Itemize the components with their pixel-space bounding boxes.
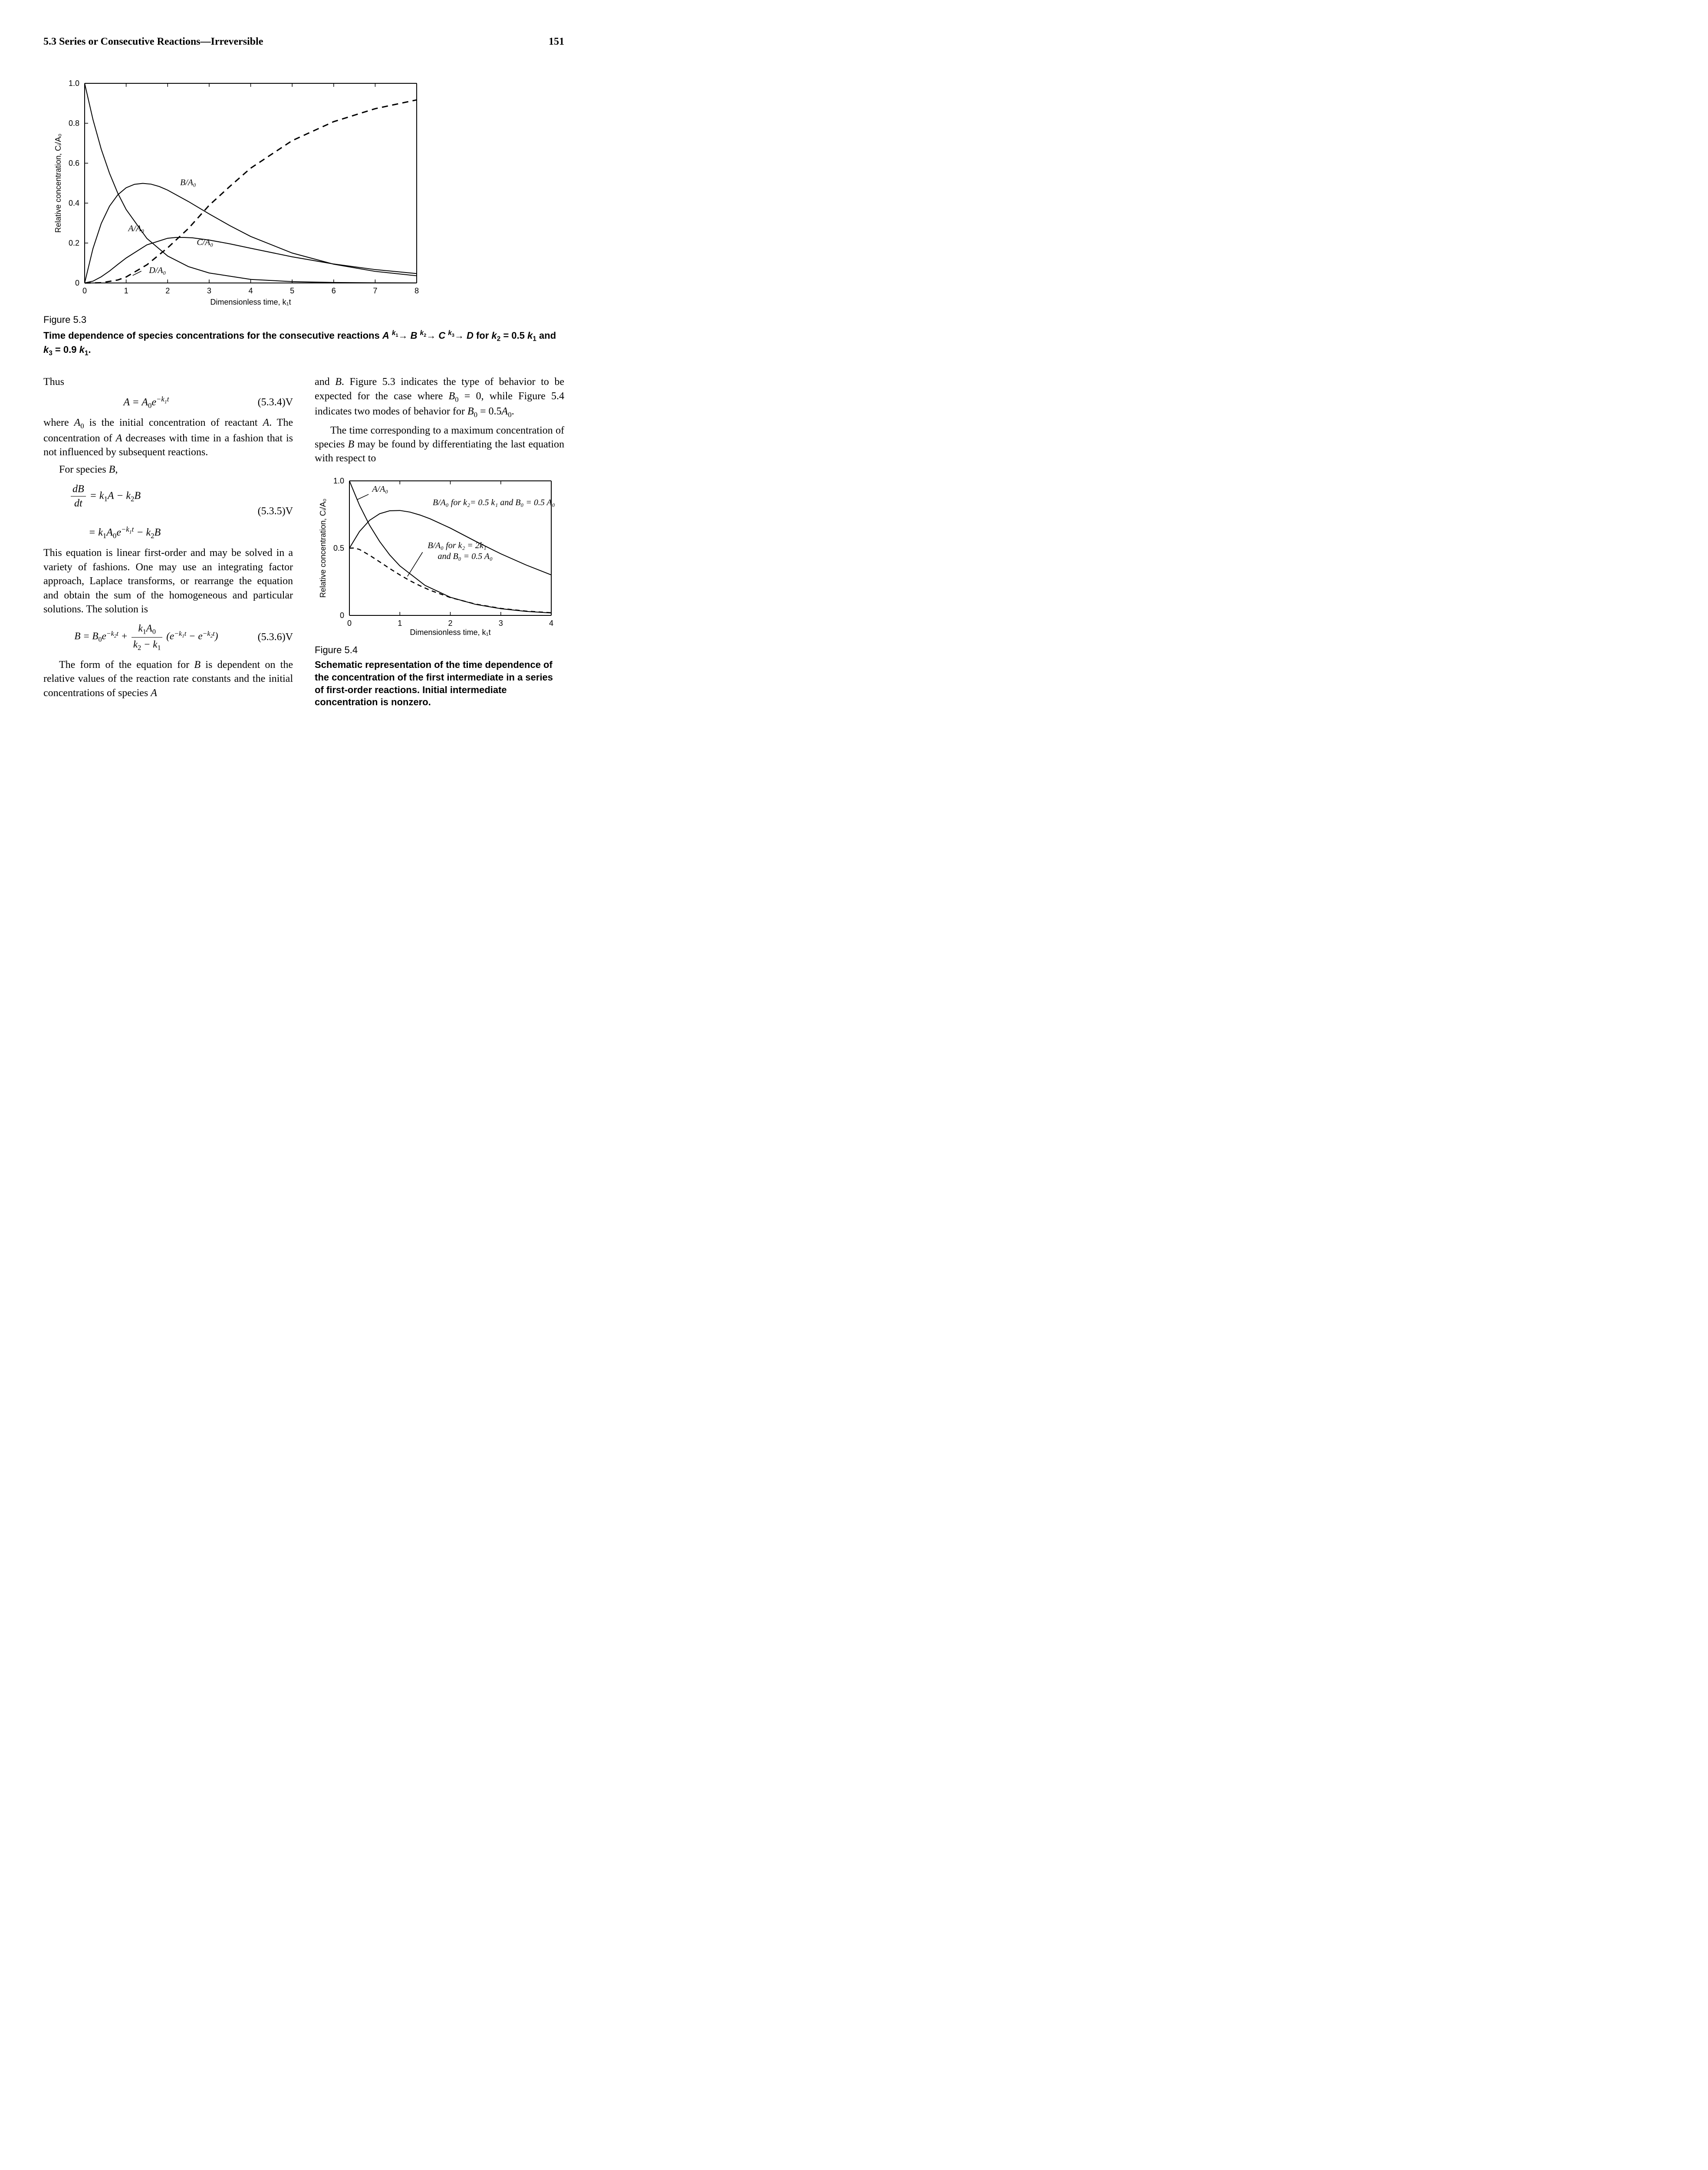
figure-5-4-chart: 0 1 2 3 4 0 0.5 1.0 Dimensionless time, k₁t Relat… xyxy=(315,474,558,639)
svg-text:7: 7 xyxy=(373,286,377,295)
svg-text:Dimensionless time, k₁t: Dimensionless time, k₁t xyxy=(210,298,291,306)
para-4: The form of the equation for B is depend… xyxy=(43,658,293,700)
svg-text:0: 0 xyxy=(340,611,344,620)
figure-5-4: 0 1 2 3 4 0 0.5 1.0 Dimensionless time, k₁t Relat… xyxy=(315,474,564,709)
figure-5-3: 0 1 2 3 4 5 6 7 8 0 0.2 0.4 0.6 0.8 1.0 Dimensionless t… xyxy=(43,75,564,358)
svg-text:C/A₀: C/A₀ xyxy=(197,238,213,247)
svg-text:8: 8 xyxy=(415,286,419,295)
svg-text:Relative concentration, Cᵢ/A₀: Relative concentration, Cᵢ/A₀ xyxy=(319,499,327,598)
figure-5-4-label: Figure 5.4 xyxy=(315,644,564,657)
svg-text:Relative concentration, Cᵢ/A₀: Relative concentration, Cᵢ/A₀ xyxy=(54,134,63,233)
svg-text:0.4: 0.4 xyxy=(69,199,79,207)
svg-text:1: 1 xyxy=(124,286,128,295)
svg-text:B/A₀ for k₂ = 2k₁: B/A₀ for k₂ = 2k₁ xyxy=(428,541,486,550)
svg-text:0: 0 xyxy=(75,279,79,287)
left-column: Thus A = A0e−k1t (5.3.4)V where A0 is th… xyxy=(43,375,293,726)
svg-text:3: 3 xyxy=(499,619,503,628)
thus-label: Thus xyxy=(43,375,293,389)
svg-text:1.0: 1.0 xyxy=(69,79,79,88)
svg-text:and B₀ = 0.5 A₀: and B₀ = 0.5 A₀ xyxy=(438,552,493,561)
figure-5-3-label: Figure 5.3 xyxy=(43,313,564,326)
svg-text:2: 2 xyxy=(165,286,170,295)
equation-5-3-6: B = B0e−k2t + k1A0k2 − k1 (e−k1t − e−k2t… xyxy=(43,621,293,653)
para-2: For species B, xyxy=(43,463,293,477)
right-column: and B. Figure 5.3 indicates the type of … xyxy=(315,375,564,726)
figure-5-3-chart: 0 1 2 3 4 5 6 7 8 0 0.2 0.4 0.6 0.8 1.0 Dimensionless t… xyxy=(43,75,425,309)
svg-text:A/A₀: A/A₀ xyxy=(371,484,388,494)
svg-text:B/A₀: B/A₀ xyxy=(180,178,196,187)
svg-text:D/A₀: D/A₀ xyxy=(148,266,166,275)
svg-text:0.5: 0.5 xyxy=(333,544,344,552)
page-number: 151 xyxy=(549,35,564,49)
svg-text:6: 6 xyxy=(332,286,336,295)
svg-text:3: 3 xyxy=(207,286,211,295)
svg-text:1.0: 1.0 xyxy=(333,477,344,485)
figure-5-4-caption: Schematic representation of the time dep… xyxy=(315,659,564,708)
svg-text:Dimensionless time, k₁t: Dimensionless time, k₁t xyxy=(410,628,490,637)
para-1: where A0 is the initial concentration of… xyxy=(43,416,293,459)
svg-text:0.6: 0.6 xyxy=(69,159,79,168)
section-title: 5.3 Series or Consecutive Reactions—Irre… xyxy=(43,35,263,49)
svg-text:2: 2 xyxy=(448,619,452,628)
figure-5-3-caption: Time dependence of species concentration… xyxy=(43,329,564,358)
svg-text:4: 4 xyxy=(248,286,253,295)
svg-text:1: 1 xyxy=(398,619,402,628)
body-columns: Thus A = A0e−k1t (5.3.4)V where A0 is th… xyxy=(43,375,564,726)
svg-text:B/A₀ for k₂= 0.5 k₁ and B₀ = 0: B/A₀ for k₂= 0.5 k₁ and B₀ = 0.5 A₀ xyxy=(433,498,555,507)
svg-text:0.2: 0.2 xyxy=(69,239,79,247)
svg-text:A/A₀: A/A₀ xyxy=(127,224,144,233)
svg-text:4: 4 xyxy=(549,619,553,628)
svg-text:0: 0 xyxy=(82,286,87,295)
para-5: and B. Figure 5.3 indicates the type of … xyxy=(315,375,564,420)
para-6: The time corresponding to a maximum conc… xyxy=(315,424,564,466)
svg-text:5: 5 xyxy=(290,286,294,295)
equation-5-3-5: dBdt = k1A − k2B = k1A0e−k1t − k2B (5.3.… xyxy=(43,482,293,541)
equation-5-3-4: A = A0e−k1t (5.3.4)V xyxy=(43,395,293,411)
page-header: 5.3 Series or Consecutive Reactions—Irre… xyxy=(43,35,564,49)
para-3: This equation is linear first-order and … xyxy=(43,546,293,616)
svg-text:0: 0 xyxy=(347,619,352,628)
svg-text:0.8: 0.8 xyxy=(69,119,79,128)
